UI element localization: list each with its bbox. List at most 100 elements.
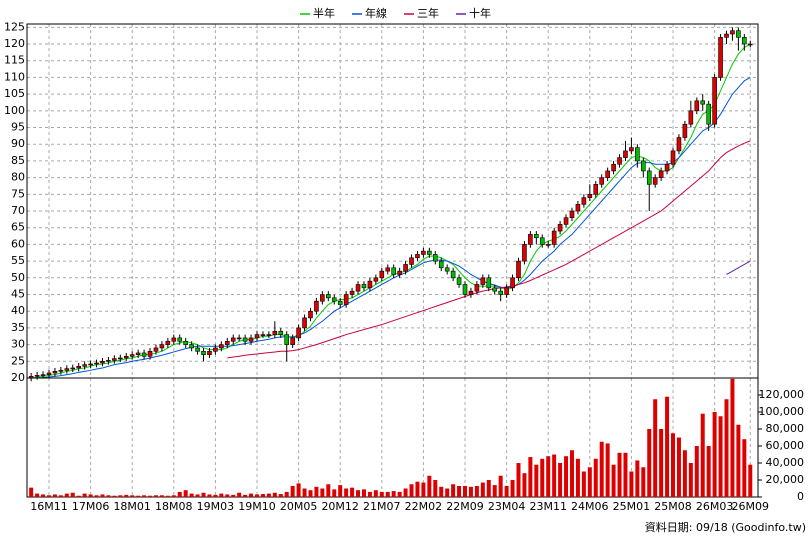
volume-bar [694,446,699,497]
volume-bar [468,486,473,497]
candle-body [147,350,153,357]
volume-bar [611,464,616,497]
candle-body [682,123,688,138]
candle-body [248,337,254,342]
volume-bar [480,482,485,497]
candle-body [236,337,242,340]
volume-bar [124,494,129,497]
volume-bar [647,429,652,497]
x-tick-label: 26M09 [732,500,770,513]
y-tick-label: 20 [11,371,25,384]
candle-body [539,237,545,245]
candle-body [373,277,379,282]
candle-body [343,294,349,305]
y-tick-label: 95 [11,121,25,134]
candle-body [427,250,432,255]
volume-bar [724,399,729,497]
volume-bar [136,495,141,497]
candle-body [676,137,682,152]
candle-body [290,337,295,345]
volume-bar [718,416,723,497]
candle-body [724,33,729,38]
x-tick-label: 24M06 [571,500,609,513]
candle-body [159,344,165,349]
volume-bar [130,495,135,497]
volume-bar [671,433,676,497]
x-tick-label: 19M10 [238,500,276,513]
volume-bar [409,484,414,497]
volume-bar [676,437,681,497]
volume-bar [373,490,378,497]
volume-bar [391,491,396,497]
volume-bar [272,492,277,497]
candle-body [52,371,58,374]
x-tick-label: 20M05 [280,500,318,513]
volume-bar [510,480,515,497]
volume-bar [415,481,420,497]
y-tick-label: 115 [4,54,25,67]
volume-bar [474,485,479,497]
volume-bar [189,493,194,497]
volume-bar [522,473,527,497]
candle-body [557,224,563,232]
candle-body [551,230,557,245]
volume-bar [575,458,580,497]
candle-body [486,277,492,289]
x-tick-label: 23M04 [488,500,526,513]
candle-body [171,337,177,342]
x-tick-label: 18M08 [155,500,193,513]
candle-body [94,362,99,365]
candle-body [201,350,206,355]
candle-body [40,374,46,376]
y-tick-label: 55 [11,254,25,267]
candle-body [629,147,634,152]
volume-bar [153,495,158,497]
candle-body [254,334,260,339]
candle-body [361,284,367,289]
candle-body [664,163,670,172]
volume-bar [243,494,248,497]
candle-body [106,359,111,362]
volume-bar [82,493,87,497]
candle-body [492,287,498,292]
volume-bar [201,492,206,497]
candle-body [326,294,331,299]
volume-bar [653,399,658,497]
y-tick-label: 40 [11,304,25,317]
volume-bar [730,378,735,497]
volume-bar [260,494,265,497]
candle-body [213,347,218,352]
candle-body [563,217,569,225]
candle-body [611,163,616,172]
y-tick-label: 60 [11,237,25,250]
volume-bar [278,494,283,497]
volume-bar [486,480,491,497]
candle-body [76,366,82,369]
candle-body [736,30,741,38]
candle-body [284,334,290,345]
volume-bar [41,494,46,497]
candle-body [504,287,509,295]
candle-body [528,234,533,245]
volume-bar [593,458,598,497]
candle-body [658,170,664,178]
candle-body [58,370,64,372]
volume-bar [641,467,646,497]
volume-bar [195,494,200,497]
volume-bar [88,494,93,497]
legend-label: 年線 [365,6,387,20]
candle-body [355,284,361,292]
candle-body [302,317,307,329]
candle-body [516,260,521,279]
candle-body [337,300,343,305]
volume-bar [558,463,563,497]
volume-bar [314,486,319,497]
candle-body [635,147,640,162]
volume-bar [427,475,432,497]
volume-bar [302,488,307,497]
x-tick-label: 17M06 [72,500,110,513]
volume-bar [617,452,622,497]
volume-bar [225,494,230,497]
volume-bar [266,493,271,497]
moving-average-line [726,260,751,275]
